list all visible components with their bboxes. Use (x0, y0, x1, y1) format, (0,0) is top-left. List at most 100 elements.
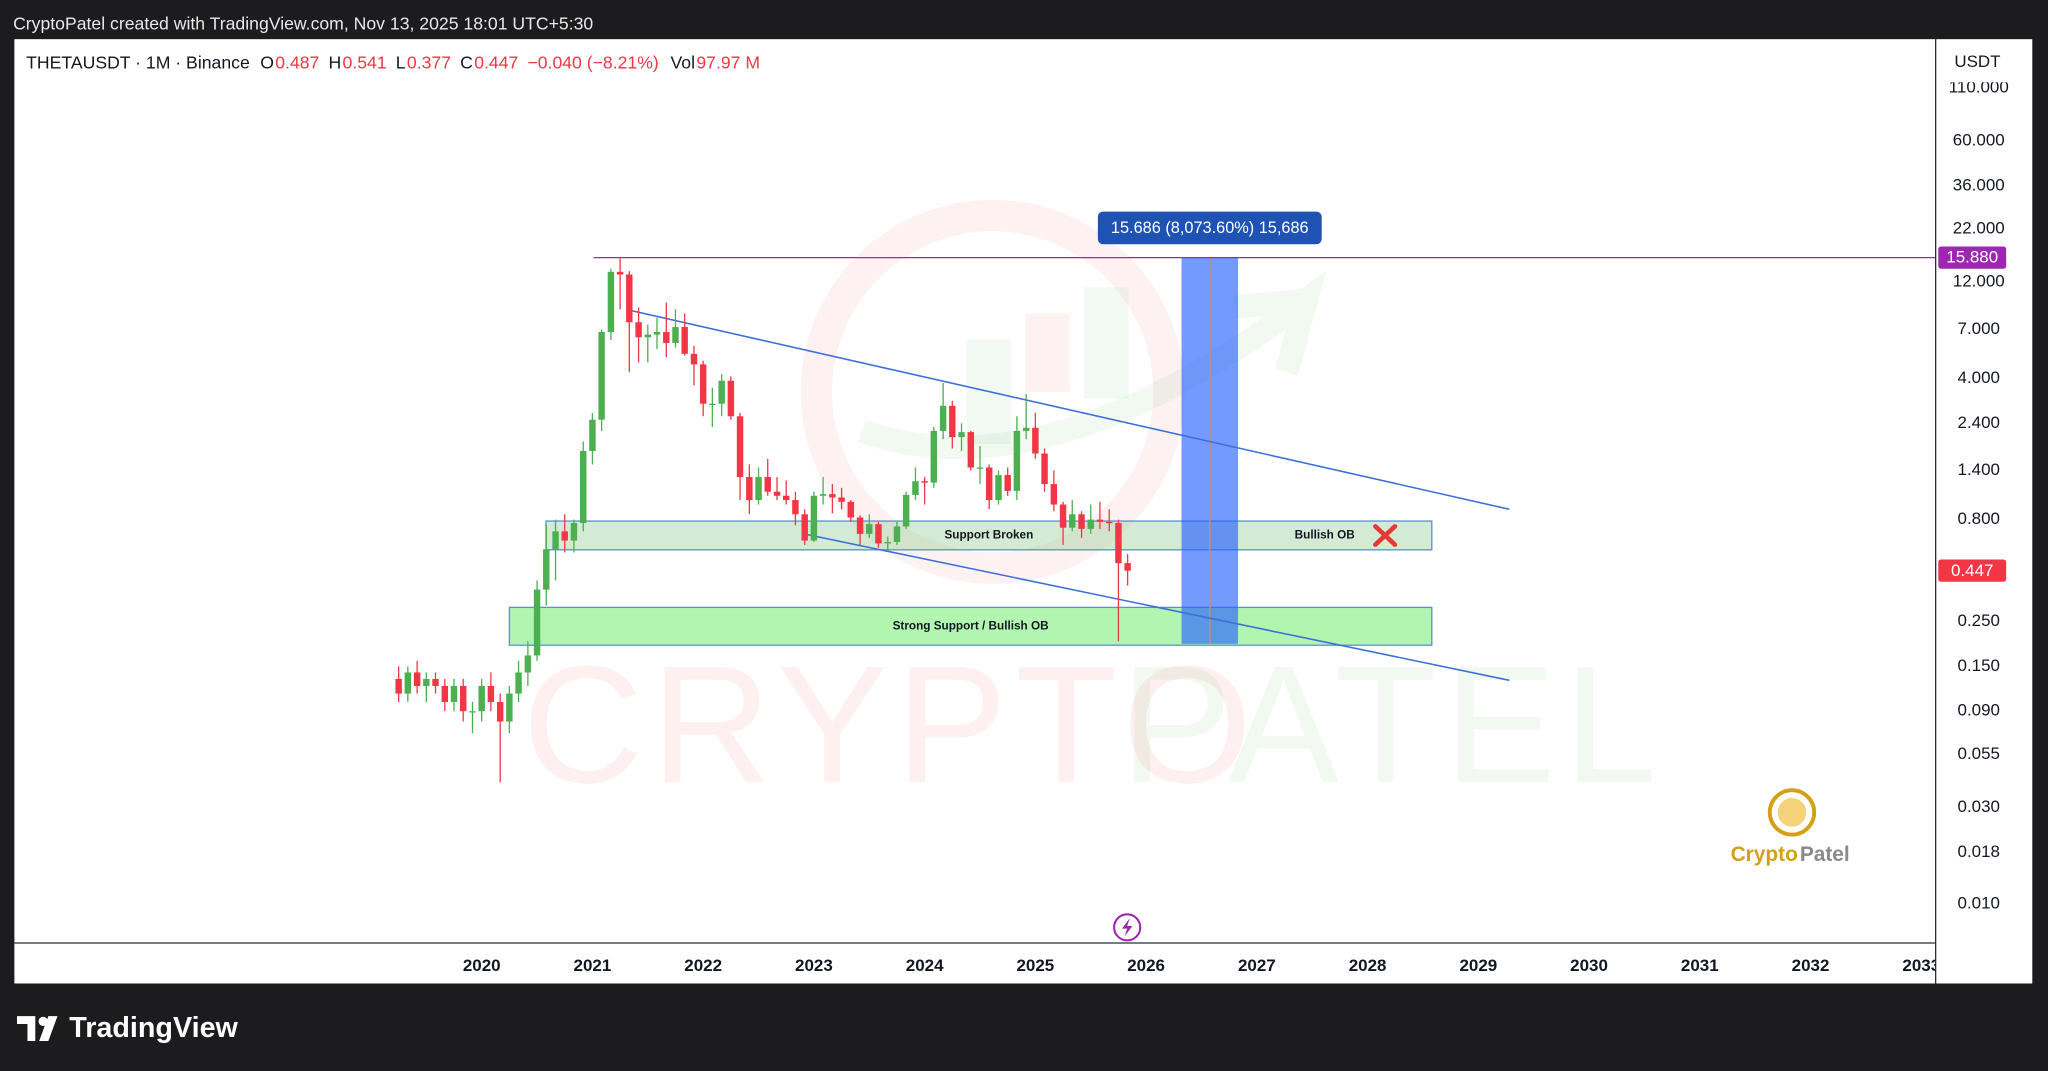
y-tick-label: 60.000 (1953, 131, 2005, 150)
candle-body (626, 274, 633, 323)
candle-body (1078, 514, 1085, 529)
y-tick-label: 0.150 (1958, 656, 2000, 675)
candle-body (967, 432, 975, 468)
candle-body (607, 271, 615, 332)
candle-body (570, 522, 578, 541)
candle-body (1050, 484, 1058, 505)
candle-body (672, 326, 679, 343)
candle-body (773, 491, 781, 496)
watermark-candle (1025, 313, 1070, 392)
candle-body (616, 271, 624, 275)
candle-body (866, 524, 873, 534)
candle-body (552, 531, 559, 550)
candle-body (958, 432, 965, 438)
candle-body (1022, 427, 1030, 431)
y-tick-label: 0.055 (1958, 744, 2000, 763)
zone-note: Bullish OB (1295, 529, 1355, 542)
candle-body (580, 450, 587, 523)
x-tick-label: 2021 (574, 956, 612, 975)
measure-label: 15.686 (8,073.60%) 15,686 (1111, 219, 1309, 237)
candle-body (976, 467, 984, 469)
candle-body (939, 405, 947, 431)
candle-body (801, 514, 808, 541)
candle-body (404, 672, 412, 694)
candle-body (1069, 514, 1076, 528)
x-tick-label: 2029 (1459, 956, 1497, 975)
logo-text: Patel (1800, 843, 1850, 866)
candle-body (782, 495, 790, 501)
legend-item: O (260, 53, 274, 73)
legend-item: 0.377 (407, 53, 451, 73)
candle-body (792, 500, 799, 515)
zone-label: Strong Support / Bullish OB (893, 619, 1049, 632)
candle-body (847, 501, 854, 518)
candle-body (653, 331, 661, 335)
candle-body (1106, 521, 1113, 524)
legend-item: Vol (671, 53, 696, 73)
candle-body (838, 497, 845, 502)
legend-item: L (396, 53, 406, 73)
x-tick-label: 2023 (795, 956, 833, 975)
trend-line (632, 310, 1510, 511)
watermark-candle (1084, 287, 1129, 399)
candle-body (663, 331, 670, 343)
candle-body (884, 541, 891, 544)
candle-body (1059, 504, 1067, 528)
candle-body (1032, 427, 1039, 454)
y-tick-label: 36.000 (1953, 175, 2005, 194)
y-tick-label: 1.400 (1958, 460, 2000, 479)
legend-row: THETAUSDT · 1M · Binance O 0.487 H 0.541 L 0.3… (26, 53, 760, 73)
candle-body (450, 685, 458, 702)
y-axis: 110.00060.00036.00022.00012.0007.0004.00… (1938, 77, 2009, 912)
x-tick-label: 2020 (463, 956, 501, 975)
zone-label: Support Broken (944, 529, 1033, 542)
candle-body (533, 589, 541, 656)
candle-body (459, 685, 467, 712)
candle-body (598, 331, 605, 420)
candle-body (681, 326, 688, 354)
candle-body (718, 380, 725, 404)
candle-body (1041, 453, 1048, 485)
x-tick-label: 2022 (684, 956, 722, 975)
x-axis: 2020 2021 2022 2023 2024 2025 2026 2027 2028 2029… (463, 956, 1936, 975)
candle-body (441, 685, 449, 702)
currency: USDT (1954, 52, 2000, 71)
plot-area: Support Broken Bullish OB Strong Support /… (395, 256, 1936, 783)
candle-body (413, 672, 421, 686)
x-tick-label: 2026 (1127, 956, 1165, 975)
y-tick-label: 0.250 (1958, 611, 2000, 630)
candle-body (469, 711, 476, 713)
candle-body (506, 693, 513, 722)
measure-label-box (1097, 211, 1322, 245)
footer-brand: TradingView (69, 1012, 238, 1044)
legend-item: −0.040 (−8.21%) (527, 53, 658, 73)
candle-body (589, 419, 596, 451)
candle-body (727, 380, 735, 417)
watermark-text: CRYPTO (522, 632, 1260, 818)
price-label: 0.447 (1951, 561, 1993, 580)
candle-body (635, 322, 642, 338)
y-tick-label: 2.400 (1958, 413, 2000, 432)
candle-body (524, 655, 532, 673)
x-tick-label: 2031 (1681, 956, 1719, 975)
candle-body (875, 524, 882, 544)
y-tick-label: 4.000 (1958, 368, 2000, 387)
y-tick-label: 0.090 (1958, 701, 2000, 720)
candle-body (949, 405, 956, 438)
candle-body (543, 549, 550, 590)
candle-body (1087, 519, 1094, 529)
footer-logo-dot (38, 1016, 48, 1026)
legend-item: 0.541 (343, 53, 387, 73)
candle-body (921, 481, 928, 483)
y-tick-label: 0.030 (1958, 797, 2000, 816)
x-tick-label: 2030 (1570, 956, 1608, 975)
legend-item: H (329, 53, 342, 73)
y-tick-label: 22.000 (1953, 218, 2005, 237)
watermark-text: PATEL (1121, 632, 1665, 818)
candle-body (709, 403, 716, 406)
candle-body (644, 334, 652, 338)
trend-line (804, 533, 1510, 682)
candle-body (856, 517, 864, 534)
